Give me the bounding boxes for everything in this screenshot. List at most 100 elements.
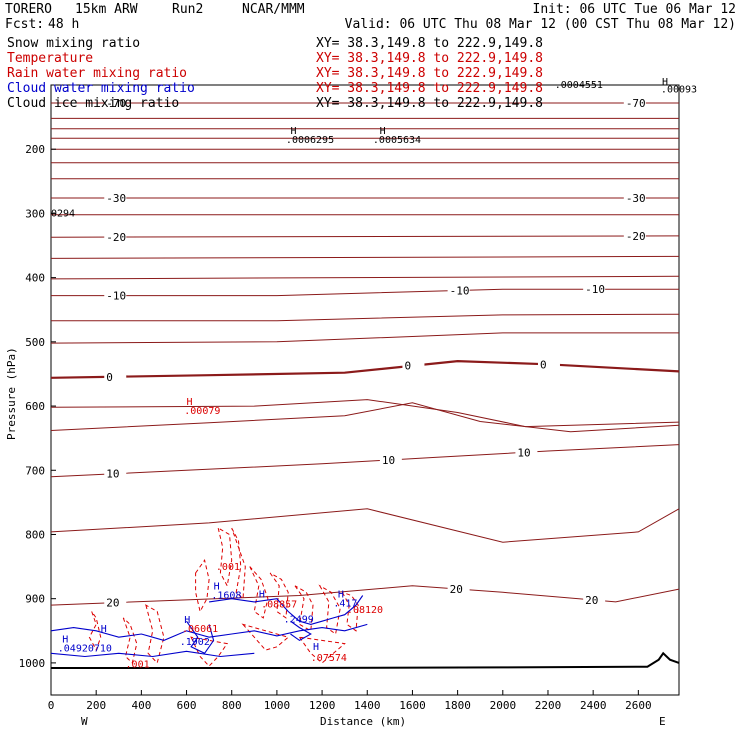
extremum-value: .06061 xyxy=(182,624,218,635)
cloud-water-contour xyxy=(186,620,215,654)
x-tick-label: 1200 xyxy=(309,699,336,712)
contour-label-bg xyxy=(402,359,425,372)
east-label: E xyxy=(659,715,666,728)
plot-border xyxy=(50,84,680,696)
contour-label-bg xyxy=(447,583,470,596)
rain-water-contour xyxy=(269,572,289,619)
extremum-value: 0294 xyxy=(51,209,75,220)
y-tick-label: 900 xyxy=(25,593,45,606)
y-tick-label: 700 xyxy=(25,464,45,477)
extremum-value: .1902 xyxy=(180,637,210,648)
x-axis-title: Distance (km) xyxy=(320,715,406,728)
contour-label-bg xyxy=(104,192,127,205)
extremum-value: .00079 xyxy=(184,406,220,417)
contour-label-bg xyxy=(447,284,470,297)
contour-label: -10 xyxy=(585,283,605,296)
y-tick-label: 500 xyxy=(25,336,45,349)
legend: Snow mixing ratio XY= 38.3,149.8 to 222.9… xyxy=(7,36,543,111)
high-marker: H xyxy=(338,589,344,600)
contour-label-bg xyxy=(104,231,127,244)
temperature-contour xyxy=(50,332,679,344)
x-tick-label: 800 xyxy=(222,699,242,712)
extremum-value: .0004551 xyxy=(555,80,603,91)
y-tick-label: 300 xyxy=(25,207,45,220)
legend-entry-4: Cloud ice mixing ratio xyxy=(7,96,179,111)
legend-xy-2: XY= 38.3,149.8 to 222.9,149.8 xyxy=(316,66,543,81)
temperature-contour xyxy=(50,359,680,379)
forecast-label: Fcst: xyxy=(5,17,45,32)
contour-label: 0 xyxy=(106,371,113,384)
temperature-contour xyxy=(51,313,680,322)
extremum-value: .417 xyxy=(333,598,357,609)
contour-label-bg xyxy=(104,96,127,109)
init-time: Init: 06 UTC Tue 06 Mar 12 xyxy=(532,2,737,17)
high-marker: H xyxy=(101,624,107,635)
temperature-contours: -70 -70 -30 -30 -20 -20 -10 -10 -10 0 0 0 10 10 10 20 20… xyxy=(50,96,680,610)
extremum-value: .07574 xyxy=(311,653,347,664)
extremum-value: .00093 xyxy=(661,85,697,96)
high-marker: H xyxy=(187,397,193,408)
rain-water-contour xyxy=(294,585,314,632)
contour-label-bg xyxy=(379,453,402,466)
contour-label-bg xyxy=(104,467,127,480)
contour-label: 20 xyxy=(106,597,119,610)
contour-label-bg xyxy=(104,370,127,383)
rain-water-contour xyxy=(341,591,359,632)
temperature-contour xyxy=(50,235,680,238)
rain-water-contour xyxy=(88,611,102,652)
extremum-value: .08120 xyxy=(347,605,383,616)
contour-label: 20 xyxy=(585,594,598,607)
terrain-surface xyxy=(51,651,680,669)
extremum-value: .1608 xyxy=(211,591,241,602)
contour-label: 10 xyxy=(382,454,395,467)
x-tick-label: 1000 xyxy=(264,699,291,712)
contour-label: -70 xyxy=(106,97,126,110)
rain-water-contours xyxy=(88,527,359,667)
y-tick-label: 1000 xyxy=(19,657,45,670)
valid-time: Valid: 06 UTC Thu 08 Mar 12 (00 CST Thu … xyxy=(344,17,736,32)
contour-label-bg xyxy=(583,593,606,606)
contour-label: 20 xyxy=(450,583,463,596)
x-tick-label: 400 xyxy=(131,699,151,712)
high-marker: H xyxy=(290,126,296,137)
temperature-contour xyxy=(50,444,680,478)
model-resolution: 15km ARW xyxy=(75,2,138,17)
legend-entry-1: Temperature xyxy=(7,51,93,66)
x-tick-label: 1800 xyxy=(444,699,471,712)
rain-water-contour xyxy=(195,559,210,613)
cloud-water-contour xyxy=(50,623,368,641)
temperature-contour xyxy=(50,275,680,280)
contour-label-bg xyxy=(104,289,127,302)
legend-entry-2: Rain water mixing ratio xyxy=(7,66,187,81)
x-tick-label: 600 xyxy=(177,699,197,712)
contour-label-bg xyxy=(583,283,606,296)
extremum-value: .04920710 xyxy=(58,643,112,654)
x-tick-label: 2600 xyxy=(625,699,652,712)
extremum-value: .001 xyxy=(126,659,150,670)
x-tick-label: 0 xyxy=(48,699,55,712)
forecast-hour: 48 h xyxy=(48,17,80,32)
extremum-value: .08857 xyxy=(261,600,297,611)
legend-xy-0: XY= 38.3,149.8 to 222.9,149.8 xyxy=(316,36,543,51)
axes: 0 200 400 600 800 1000 1200 1400 1600 1800 2000 220… xyxy=(5,143,666,728)
temperature-contour xyxy=(50,508,680,543)
x-tick-label: 2000 xyxy=(490,699,517,712)
contour-label: -10 xyxy=(450,284,470,297)
cloud-water-contour xyxy=(290,620,312,642)
contour-label: 0 xyxy=(540,358,547,371)
temperature-contour xyxy=(50,402,680,433)
contour-label: -10 xyxy=(106,290,126,303)
high-marker: H xyxy=(313,642,319,653)
temperature-contour xyxy=(50,399,680,428)
extremum-value: .0006295 xyxy=(286,135,334,146)
legend-entry-0: Snow mixing ratio xyxy=(7,36,140,51)
contour-label: 10 xyxy=(517,446,530,459)
legend-xy-3: XY= 38.3,149.8 to 222.9,149.8 xyxy=(316,81,543,96)
high-marker: H xyxy=(662,77,668,88)
rain-water-contour xyxy=(122,617,138,664)
legend-xy-1: XY= 38.3,149.8 to 222.9,149.8 xyxy=(316,51,543,66)
rain-water-contour xyxy=(231,527,246,600)
legend-entry-3: Cloud water mixing ratio xyxy=(7,81,195,96)
x-tick-label: 1400 xyxy=(354,699,381,712)
